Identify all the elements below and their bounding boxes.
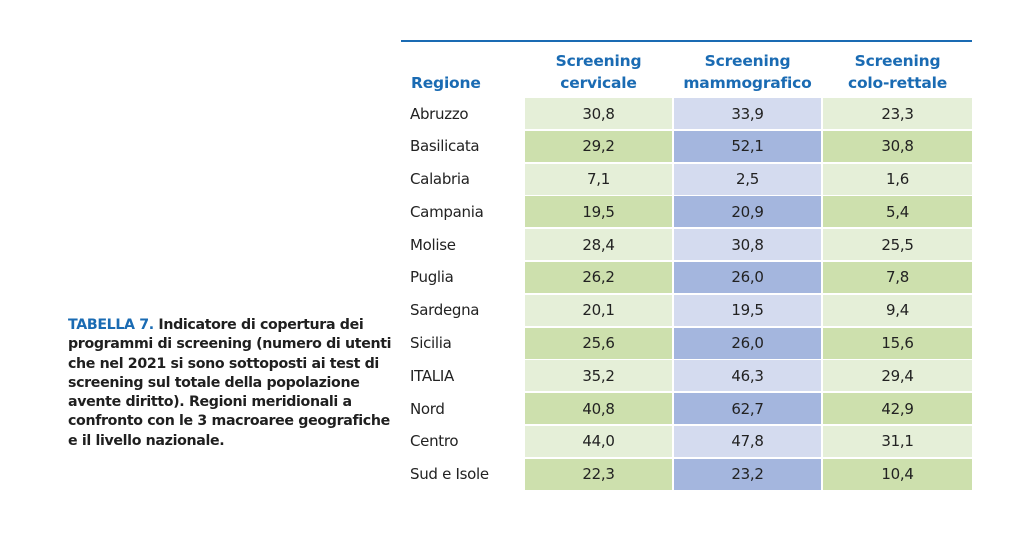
caption-text: Indicatore di copertura dei programmi di… — [68, 317, 392, 449]
table-row: Molise 28,4 30,8 25,5 — [401, 229, 972, 262]
screening-table: Regione Screening cervicale Screening ma… — [401, 40, 972, 492]
region-cell: ITALIA — [410, 366, 454, 385]
table-row: Puglia 26,2 26,0 7,8 — [401, 261, 972, 295]
region-cell: Nord — [410, 399, 445, 418]
mammografico-cell: 19,5 — [674, 294, 821, 326]
region-cell: Molise — [410, 235, 456, 254]
colorettale-cell: 7,8 — [823, 261, 972, 293]
colorettale-cell: 30,8 — [823, 130, 972, 162]
table-caption: TABELLA 7. Indicatore di copertura dei p… — [68, 316, 398, 451]
mammografico-cell: 26,0 — [674, 327, 821, 359]
cervicale-cell: 7,1 — [525, 163, 672, 195]
colorettale-cell: 1,6 — [823, 163, 972, 195]
table-row: Sicilia 25,6 26,0 15,6 — [401, 327, 972, 361]
cervicale-cell: 25,6 — [525, 327, 672, 359]
header-mammografico: Screening mammografico — [674, 50, 821, 94]
table-row: Basilicata 29,2 52,1 30,8 — [401, 130, 972, 164]
mammografico-cell: 23,2 — [674, 458, 821, 490]
region-cell: Campania — [410, 202, 484, 221]
table-row: ITALIA 35,2 46,3 29,4 — [401, 360, 972, 393]
cervicale-cell: 28,4 — [525, 229, 672, 261]
table-row: Abruzzo 30,8 33,9 23,3 — [401, 98, 972, 131]
table-row: Centro 44,0 47,8 31,1 — [401, 425, 972, 459]
colorettale-cell: 15,6 — [823, 327, 972, 359]
colorettale-cell: 31,1 — [823, 425, 972, 457]
cervicale-cell: 40,8 — [525, 393, 672, 425]
cervicale-cell: 35,2 — [525, 360, 672, 392]
cervicale-cell: 19,5 — [525, 196, 672, 228]
cervicale-cell: 22,3 — [525, 458, 672, 490]
colorettale-cell: 42,9 — [823, 393, 972, 425]
table-row: Calabria 7,1 2,5 1,6 — [401, 163, 972, 197]
table-row: Nord 40,8 62,7 42,9 — [401, 393, 972, 426]
region-cell: Sicilia — [410, 334, 452, 353]
table-row: Campania 19,5 20,9 5,4 — [401, 196, 972, 229]
colorettale-cell: 5,4 — [823, 196, 972, 228]
table-body: Abruzzo 30,8 33,9 23,3 Basilicata 29,2 52,1 30,… — [401, 98, 972, 492]
region-cell: Sud e Isole — [410, 465, 489, 484]
region-cell: Calabria — [410, 170, 470, 189]
cervicale-cell: 29,2 — [525, 130, 672, 162]
colorettale-cell: 29,4 — [823, 360, 972, 392]
header-colorettale: Screening colo-rettale — [823, 50, 972, 94]
mammografico-cell: 47,8 — [674, 425, 821, 457]
mammografico-cell: 52,1 — [674, 130, 821, 162]
colorettale-cell: 25,5 — [823, 229, 972, 261]
mammografico-cell: 62,7 — [674, 393, 821, 425]
header-colorettale-line2: colo-rettale — [847, 74, 948, 92]
colorettale-cell: 9,4 — [823, 294, 972, 326]
header-cervicale: Screening cervicale — [525, 50, 672, 94]
table-top-rule — [401, 40, 972, 42]
region-cell: Basilicata — [410, 137, 480, 156]
region-cell: Sardegna — [410, 301, 480, 320]
caption-label: TABELLA 7. — [68, 317, 154, 333]
table-header: Regione Screening cervicale Screening ma… — [401, 42, 972, 98]
region-cell: Abruzzo — [410, 104, 469, 123]
table-row: Sud e Isole 22,3 23,2 10,4 — [401, 458, 972, 492]
mammografico-cell: 46,3 — [674, 360, 821, 392]
colorettale-cell: 10,4 — [823, 458, 972, 490]
region-cell: Puglia — [410, 268, 454, 287]
mammografico-cell: 26,0 — [674, 261, 821, 293]
header-mammografico-line2: mammografico — [683, 74, 812, 92]
region-cell: Centro — [410, 432, 459, 451]
mammografico-cell: 33,9 — [674, 98, 821, 129]
mammografico-cell: 30,8 — [674, 229, 821, 261]
header-cervicale-line2: cervicale — [560, 74, 637, 92]
cervicale-cell: 44,0 — [525, 425, 672, 457]
cervicale-cell: 26,2 — [525, 261, 672, 293]
mammografico-cell: 2,5 — [674, 163, 821, 195]
header-cervicale-line1: Screening — [555, 52, 642, 70]
table-row: Sardegna 20,1 19,5 9,4 — [401, 294, 972, 328]
colorettale-cell: 23,3 — [823, 98, 972, 129]
header-colorettale-line1: Screening — [854, 52, 941, 70]
header-mammografico-line1: Screening — [704, 52, 791, 70]
cervicale-cell: 20,1 — [525, 294, 672, 326]
cervicale-cell: 30,8 — [525, 98, 672, 129]
header-regione: Regione — [411, 74, 481, 92]
mammografico-cell: 20,9 — [674, 196, 821, 228]
